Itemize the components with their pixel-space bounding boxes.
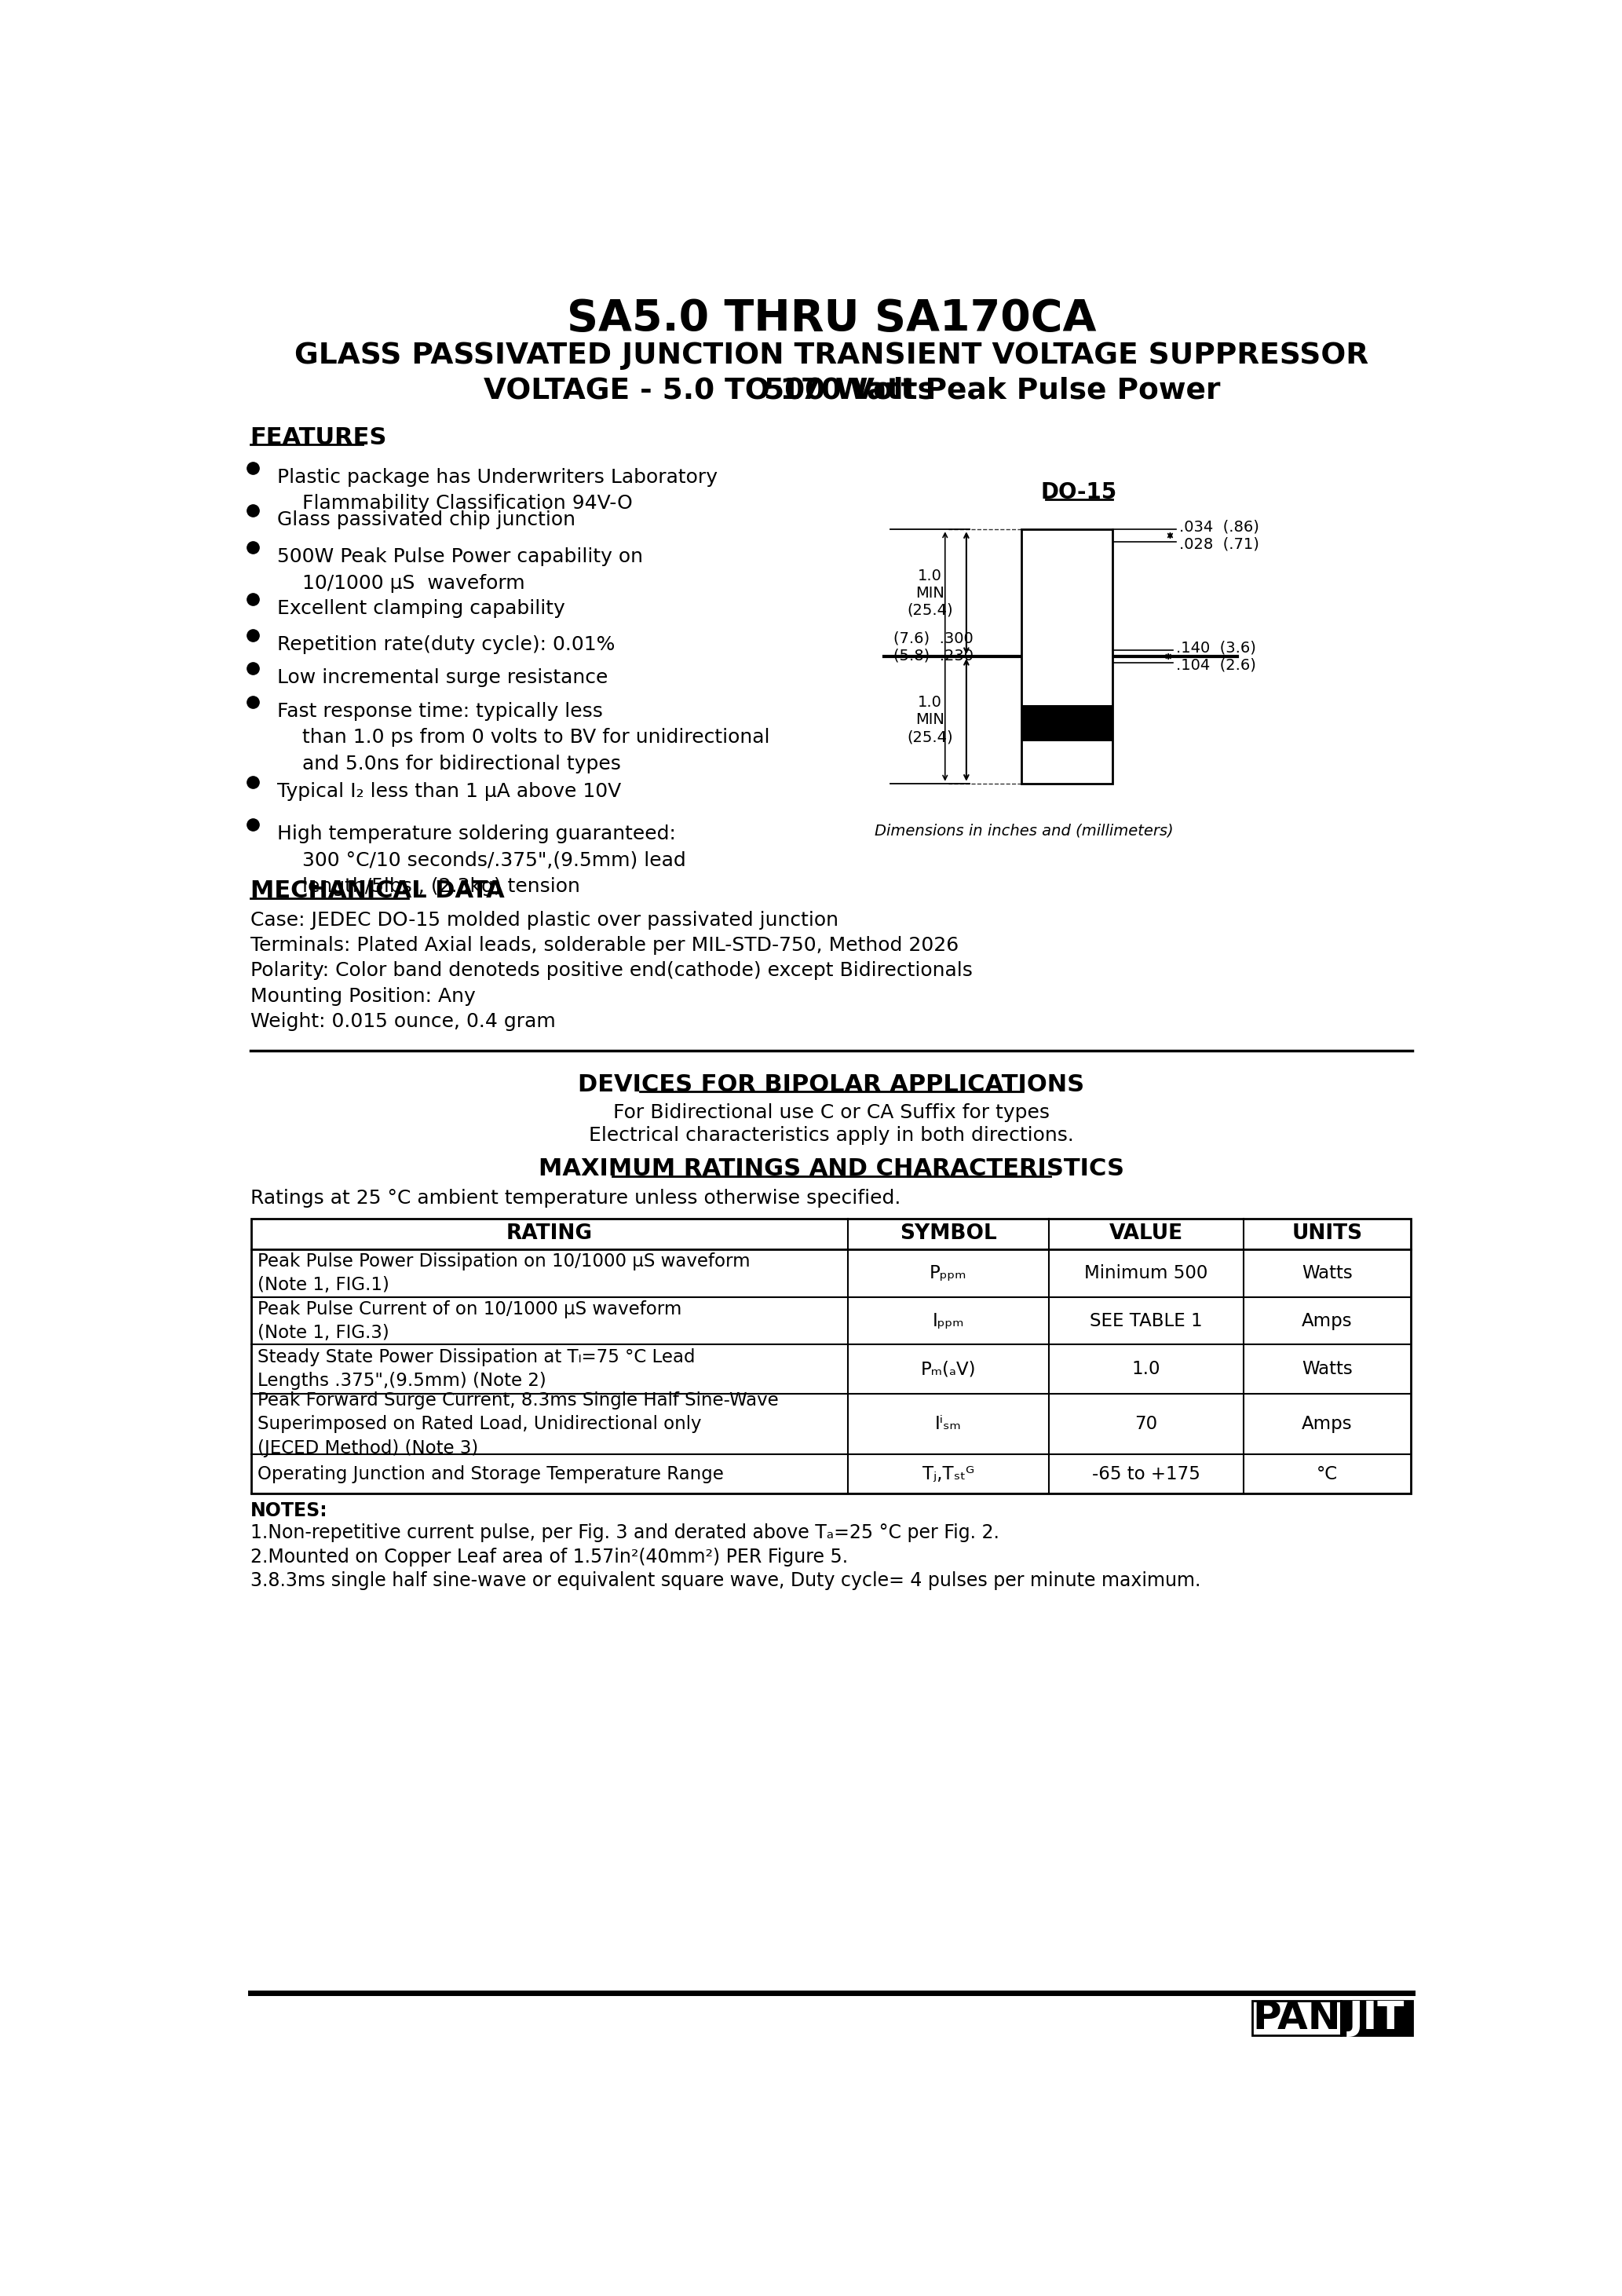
Text: .034  (.86)
.028  (.71): .034 (.86) .028 (.71) [1179,519,1259,551]
Bar [251,1219,1411,1495]
Text: MAXIMUM RATINGS AND CHARACTERISTICS: MAXIMUM RATINGS AND CHARACTERISTICS [539,1157,1124,1180]
Text: Minimum 500: Minimum 500 [1083,1265,1208,1281]
Text: Iₚₚₘ: Iₚₚₘ [933,1311,963,1329]
Text: 70: 70 [1134,1414,1156,1433]
Text: Pₚₚₘ: Pₚₚₘ [929,1265,967,1281]
Text: Pₘ(ₐV): Pₘ(ₐV) [920,1359,976,1378]
Bar [1022,530,1113,783]
Text: RATING: RATING [506,1224,592,1244]
Text: Amps: Amps [1302,1414,1353,1433]
Text: Watts: Watts [1302,1359,1353,1378]
Text: 1.0
MIN
(25.4): 1.0 MIN (25.4) [907,567,952,618]
Text: 500 Watt Peak Pulse Power: 500 Watt Peak Pulse Power [764,377,1221,404]
Text: Weight: 0.015 ounce, 0.4 gram: Weight: 0.015 ounce, 0.4 gram [250,1013,555,1031]
Text: For Bidirectional use C or CA Suffix for types: For Bidirectional use C or CA Suffix for… [613,1102,1049,1123]
Text: Watts: Watts [1302,1265,1353,1281]
Text: 1.0
MIN
(25.4): 1.0 MIN (25.4) [907,696,952,744]
Text: DO-15: DO-15 [1041,480,1118,503]
Text: FEATURES: FEATURES [250,427,388,450]
Text: Polarity: Color band denoteds positive end(cathode) except Bidirectionals: Polarity: Color band denoteds positive e… [250,962,973,980]
Text: Steady State Power Dissipation at Tₗ=75 °C Lead
Lengths .375",(9.5mm) (Note 2): Steady State Power Dissipation at Tₗ=75 … [258,1348,696,1389]
Text: GLASS PASSIVATED JUNCTION TRANSIENT VOLTAGE SUPPRESSOR: GLASS PASSIVATED JUNCTION TRANSIENT VOLT… [294,342,1369,370]
Text: °C: °C [1317,1465,1338,1483]
Text: Plastic package has Underwriters Laboratory
    Flammability Classification 94V-: Plastic package has Underwriters Laborat… [277,468,717,512]
Text: Operating Junction and Storage Temperature Range: Operating Junction and Storage Temperatu… [258,1465,723,1483]
Text: Case: JEDEC DO-15 molded plastic over passivated junction: Case: JEDEC DO-15 molded plastic over pa… [250,912,839,930]
Text: Fast response time: typically less
    than 1.0 ps from 0 volts to BV for unidir: Fast response time: typically less than … [277,703,769,774]
Text: SA5.0 THRU SA170CA: SA5.0 THRU SA170CA [566,298,1096,340]
Text: SYMBOL: SYMBOL [900,1224,996,1244]
Text: Low incremental surge resistance: Low incremental surge resistance [277,668,608,687]
Text: Electrical characteristics apply in both directions.: Electrical characteristics apply in both… [589,1125,1074,1146]
Text: Dimensions in inches and (millimeters): Dimensions in inches and (millimeters) [874,822,1174,838]
Text: Excellent clamping capability: Excellent clamping capability [277,599,564,618]
Text: VALUE: VALUE [1109,1224,1182,1244]
Text: NOTES:: NOTES: [250,1502,328,1520]
Text: Ratings at 25 °C ambient temperature unless otherwise specified.: Ratings at 25 °C ambient temperature unl… [250,1189,900,1208]
Text: Glass passivated chip junction: Glass passivated chip junction [277,510,576,528]
Text: 500W Peak Pulse Power capability on
    10/1000 µS  waveform: 500W Peak Pulse Power capability on 10/1… [277,549,642,592]
Text: 1.Non-repetitive current pulse, per Fig. 3 and derated above Tₐ=25 °C per Fig. 2: 1.Non-repetitive current pulse, per Fig.… [250,1522,999,1543]
Text: Peak Pulse Power Dissipation on 10/1000 µS waveform
(Note 1, FIG.1): Peak Pulse Power Dissipation on 10/1000 … [258,1251,751,1295]
Text: Typical I₂ less than 1 µA above 10V: Typical I₂ less than 1 µA above 10V [277,783,621,801]
Text: 2.Mounted on Copper Leaf area of 1.57in²(40mm²) PER Figure 5.: 2.Mounted on Copper Leaf area of 1.57in²… [250,1548,848,1566]
Text: DEVICES FOR BIPOLAR APPLICATIONS: DEVICES FOR BIPOLAR APPLICATIONS [577,1072,1085,1095]
Text: Repetition rate(duty cycle): 0.01%: Repetition rate(duty cycle): 0.01% [277,636,615,654]
Text: -65 to +175: -65 to +175 [1092,1465,1200,1483]
Text: PAN: PAN [1252,2000,1341,2037]
Text: (7.6)  .300
(5.8)  .230: (7.6) .300 (5.8) .230 [894,631,973,664]
Text: .140  (3.6)
.104  (2.6): .140 (3.6) .104 (2.6) [1176,641,1257,673]
Text: UNITS: UNITS [1291,1224,1362,1244]
Text: Iⁱₛₘ: Iⁱₛₘ [934,1414,962,1433]
Text: MECHANICAL DATA: MECHANICAL DATA [250,879,504,902]
Text: SEE TABLE 1: SEE TABLE 1 [1090,1311,1202,1329]
Text: 1.0: 1.0 [1132,1359,1160,1378]
Text: Tⱼ,Tₛₜᴳ: Tⱼ,Tₛₜᴳ [923,1465,975,1483]
Text: Amps: Amps [1302,1311,1353,1329]
Bar [1022,705,1113,742]
Bar [1252,2000,1340,2037]
Text: VOLTAGE - 5.0 TO 170 Volts: VOLTAGE - 5.0 TO 170 Volts [483,377,936,404]
Text: Terminals: Plated Axial leads, solderable per MIL-STD-750, Method 2026: Terminals: Plated Axial leads, solderabl… [250,937,959,955]
Text: Peak Forward Surge Current, 8.3ms Single Half Sine-Wave
Superimposed on Rated Lo: Peak Forward Surge Current, 8.3ms Single… [258,1391,779,1458]
Text: High temperature soldering guaranteed:
    300 °C/10 seconds/.375",(9.5mm) lead
: High temperature soldering guaranteed: 3… [277,824,686,895]
Bar [1340,2000,1413,2037]
Text: Mounting Position: Any: Mounting Position: Any [250,987,475,1006]
Text: 3.8.3ms single half sine-wave or equivalent square wave, Duty cycle= 4 pulses pe: 3.8.3ms single half sine-wave or equival… [250,1570,1200,1591]
Text: JIT: JIT [1348,2000,1405,2037]
Text: Peak Pulse Current of on 10/1000 µS waveform
(Note 1, FIG.3): Peak Pulse Current of on 10/1000 µS wave… [258,1300,681,1341]
